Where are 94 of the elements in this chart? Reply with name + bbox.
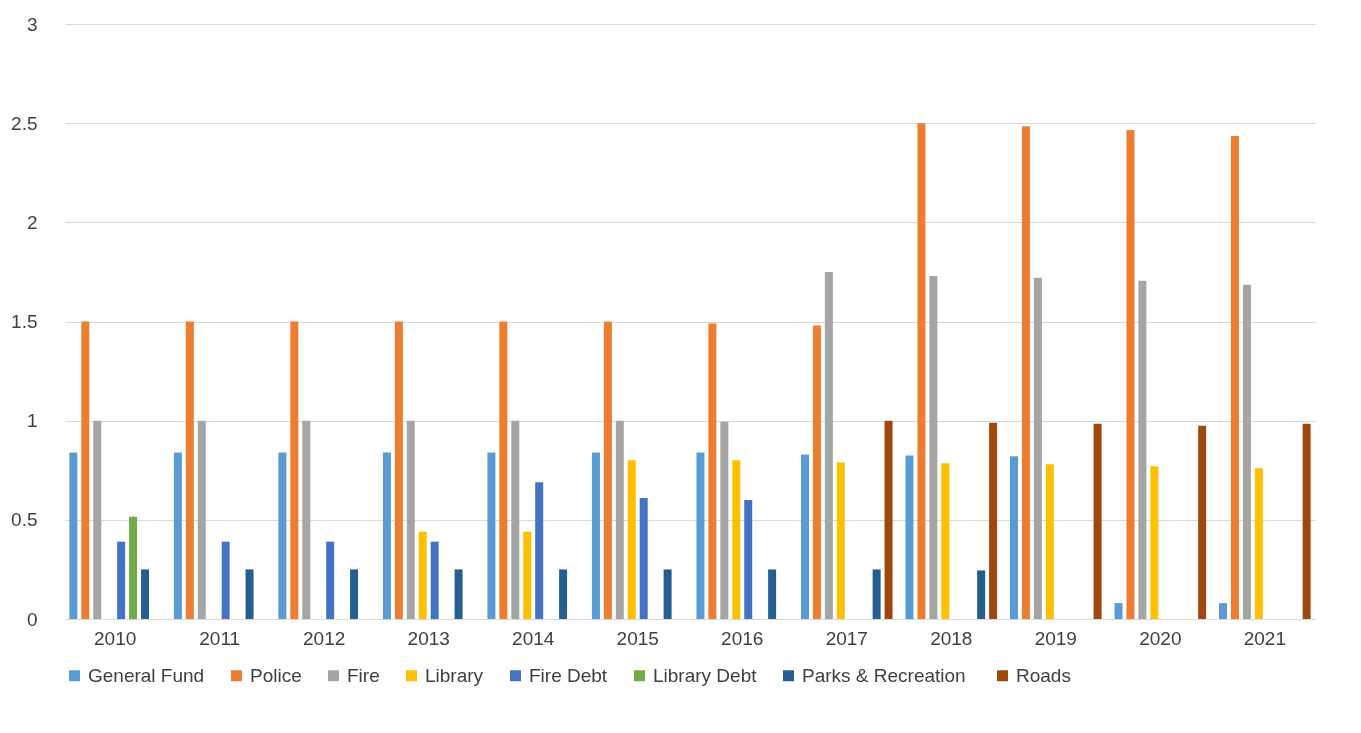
- bar: [836, 462, 845, 619]
- y-tick-label: 0: [26, 608, 38, 630]
- bar: [696, 452, 705, 619]
- bar: [302, 420, 311, 619]
- legend-label: Roads: [1016, 664, 1071, 686]
- x-tick-label: 2017: [825, 627, 868, 649]
- bar: [499, 321, 508, 619]
- bar: [917, 123, 926, 619]
- y-tick-label: 2.5: [11, 112, 38, 134]
- bar: [418, 531, 427, 619]
- legend-label: Fire Debt: [529, 664, 608, 686]
- bar: [884, 420, 893, 619]
- bar: [382, 452, 391, 619]
- bar: [1021, 126, 1030, 619]
- x-tick-label: 2016: [721, 627, 764, 649]
- bar: [523, 531, 532, 619]
- bar: [197, 420, 206, 619]
- bar: [824, 271, 833, 619]
- bar: [977, 570, 986, 619]
- bar: [1302, 423, 1311, 619]
- bar: [535, 482, 544, 619]
- bar: [603, 321, 612, 619]
- bar: [326, 541, 335, 619]
- bar: [1126, 130, 1135, 619]
- legend-label: General Fund: [88, 664, 205, 686]
- bar: [129, 516, 138, 619]
- y-tick-label: 1: [26, 410, 38, 432]
- bar: [872, 569, 881, 619]
- bar: [290, 321, 299, 619]
- y-tick-label: 3: [26, 13, 38, 35]
- bar: [639, 498, 648, 619]
- legend-label: Parks & Recreation: [802, 664, 966, 686]
- bar: [627, 460, 636, 619]
- bar: [141, 569, 150, 619]
- x-tick-label: 2015: [616, 627, 659, 649]
- x-tick-label: 2010: [94, 627, 137, 649]
- bar: [1219, 603, 1228, 619]
- bar: [394, 321, 403, 619]
- legend-label: Fire: [347, 664, 380, 686]
- x-tick-label: 2013: [407, 627, 450, 649]
- bar: [117, 541, 126, 619]
- bar: [221, 541, 230, 619]
- bar: [768, 569, 777, 619]
- bar: [591, 452, 600, 619]
- x-tick-label: 2018: [930, 627, 973, 649]
- bar: [1093, 423, 1102, 619]
- bar: [1045, 464, 1054, 619]
- bar: [1114, 603, 1123, 619]
- bar: [989, 422, 998, 619]
- legend-label: Library: [425, 664, 484, 686]
- bar: [173, 452, 182, 619]
- y-tick-label: 1.5: [11, 311, 38, 332]
- bar: [430, 541, 439, 619]
- x-tick-label: 2012: [303, 627, 346, 649]
- bar: [454, 569, 463, 619]
- bar: [350, 569, 359, 619]
- bar: [511, 420, 520, 619]
- x-tick-label: 2011: [199, 627, 241, 649]
- y-tick-label: 0.5: [11, 509, 38, 531]
- bar: [1033, 277, 1042, 619]
- y-tick-label: 2: [26, 211, 38, 233]
- bar: [812, 325, 821, 619]
- bar: [69, 452, 78, 619]
- bar: [744, 500, 753, 619]
- bar: [406, 420, 415, 619]
- legend-label: Library Debt: [653, 664, 758, 686]
- bar: [615, 420, 624, 619]
- bar: [663, 569, 672, 619]
- legend-label: Police: [250, 664, 302, 686]
- bar: [929, 275, 938, 619]
- bar: [559, 569, 568, 619]
- bar: [800, 454, 809, 619]
- bar: [720, 421, 729, 619]
- bar: [81, 321, 90, 619]
- bar: [1230, 136, 1239, 619]
- x-tick-label: 2020: [1139, 627, 1182, 649]
- bar: [1150, 466, 1159, 619]
- x-tick-label: 2014: [512, 627, 555, 649]
- bar: [732, 460, 741, 619]
- bar: [245, 569, 254, 619]
- x-tick-label: 2019: [1034, 627, 1077, 649]
- bar: [1242, 284, 1251, 619]
- bar: [708, 323, 717, 619]
- x-tick-label: 2021: [1243, 627, 1286, 649]
- bar: [1010, 456, 1018, 619]
- bar: [278, 452, 287, 619]
- bar: [487, 452, 496, 619]
- bar: [905, 455, 914, 619]
- bar: [1138, 280, 1147, 619]
- bar: [185, 321, 194, 619]
- bar: [1198, 425, 1207, 619]
- bar: [941, 463, 950, 619]
- bar: [1254, 468, 1263, 619]
- bar: [93, 420, 102, 619]
